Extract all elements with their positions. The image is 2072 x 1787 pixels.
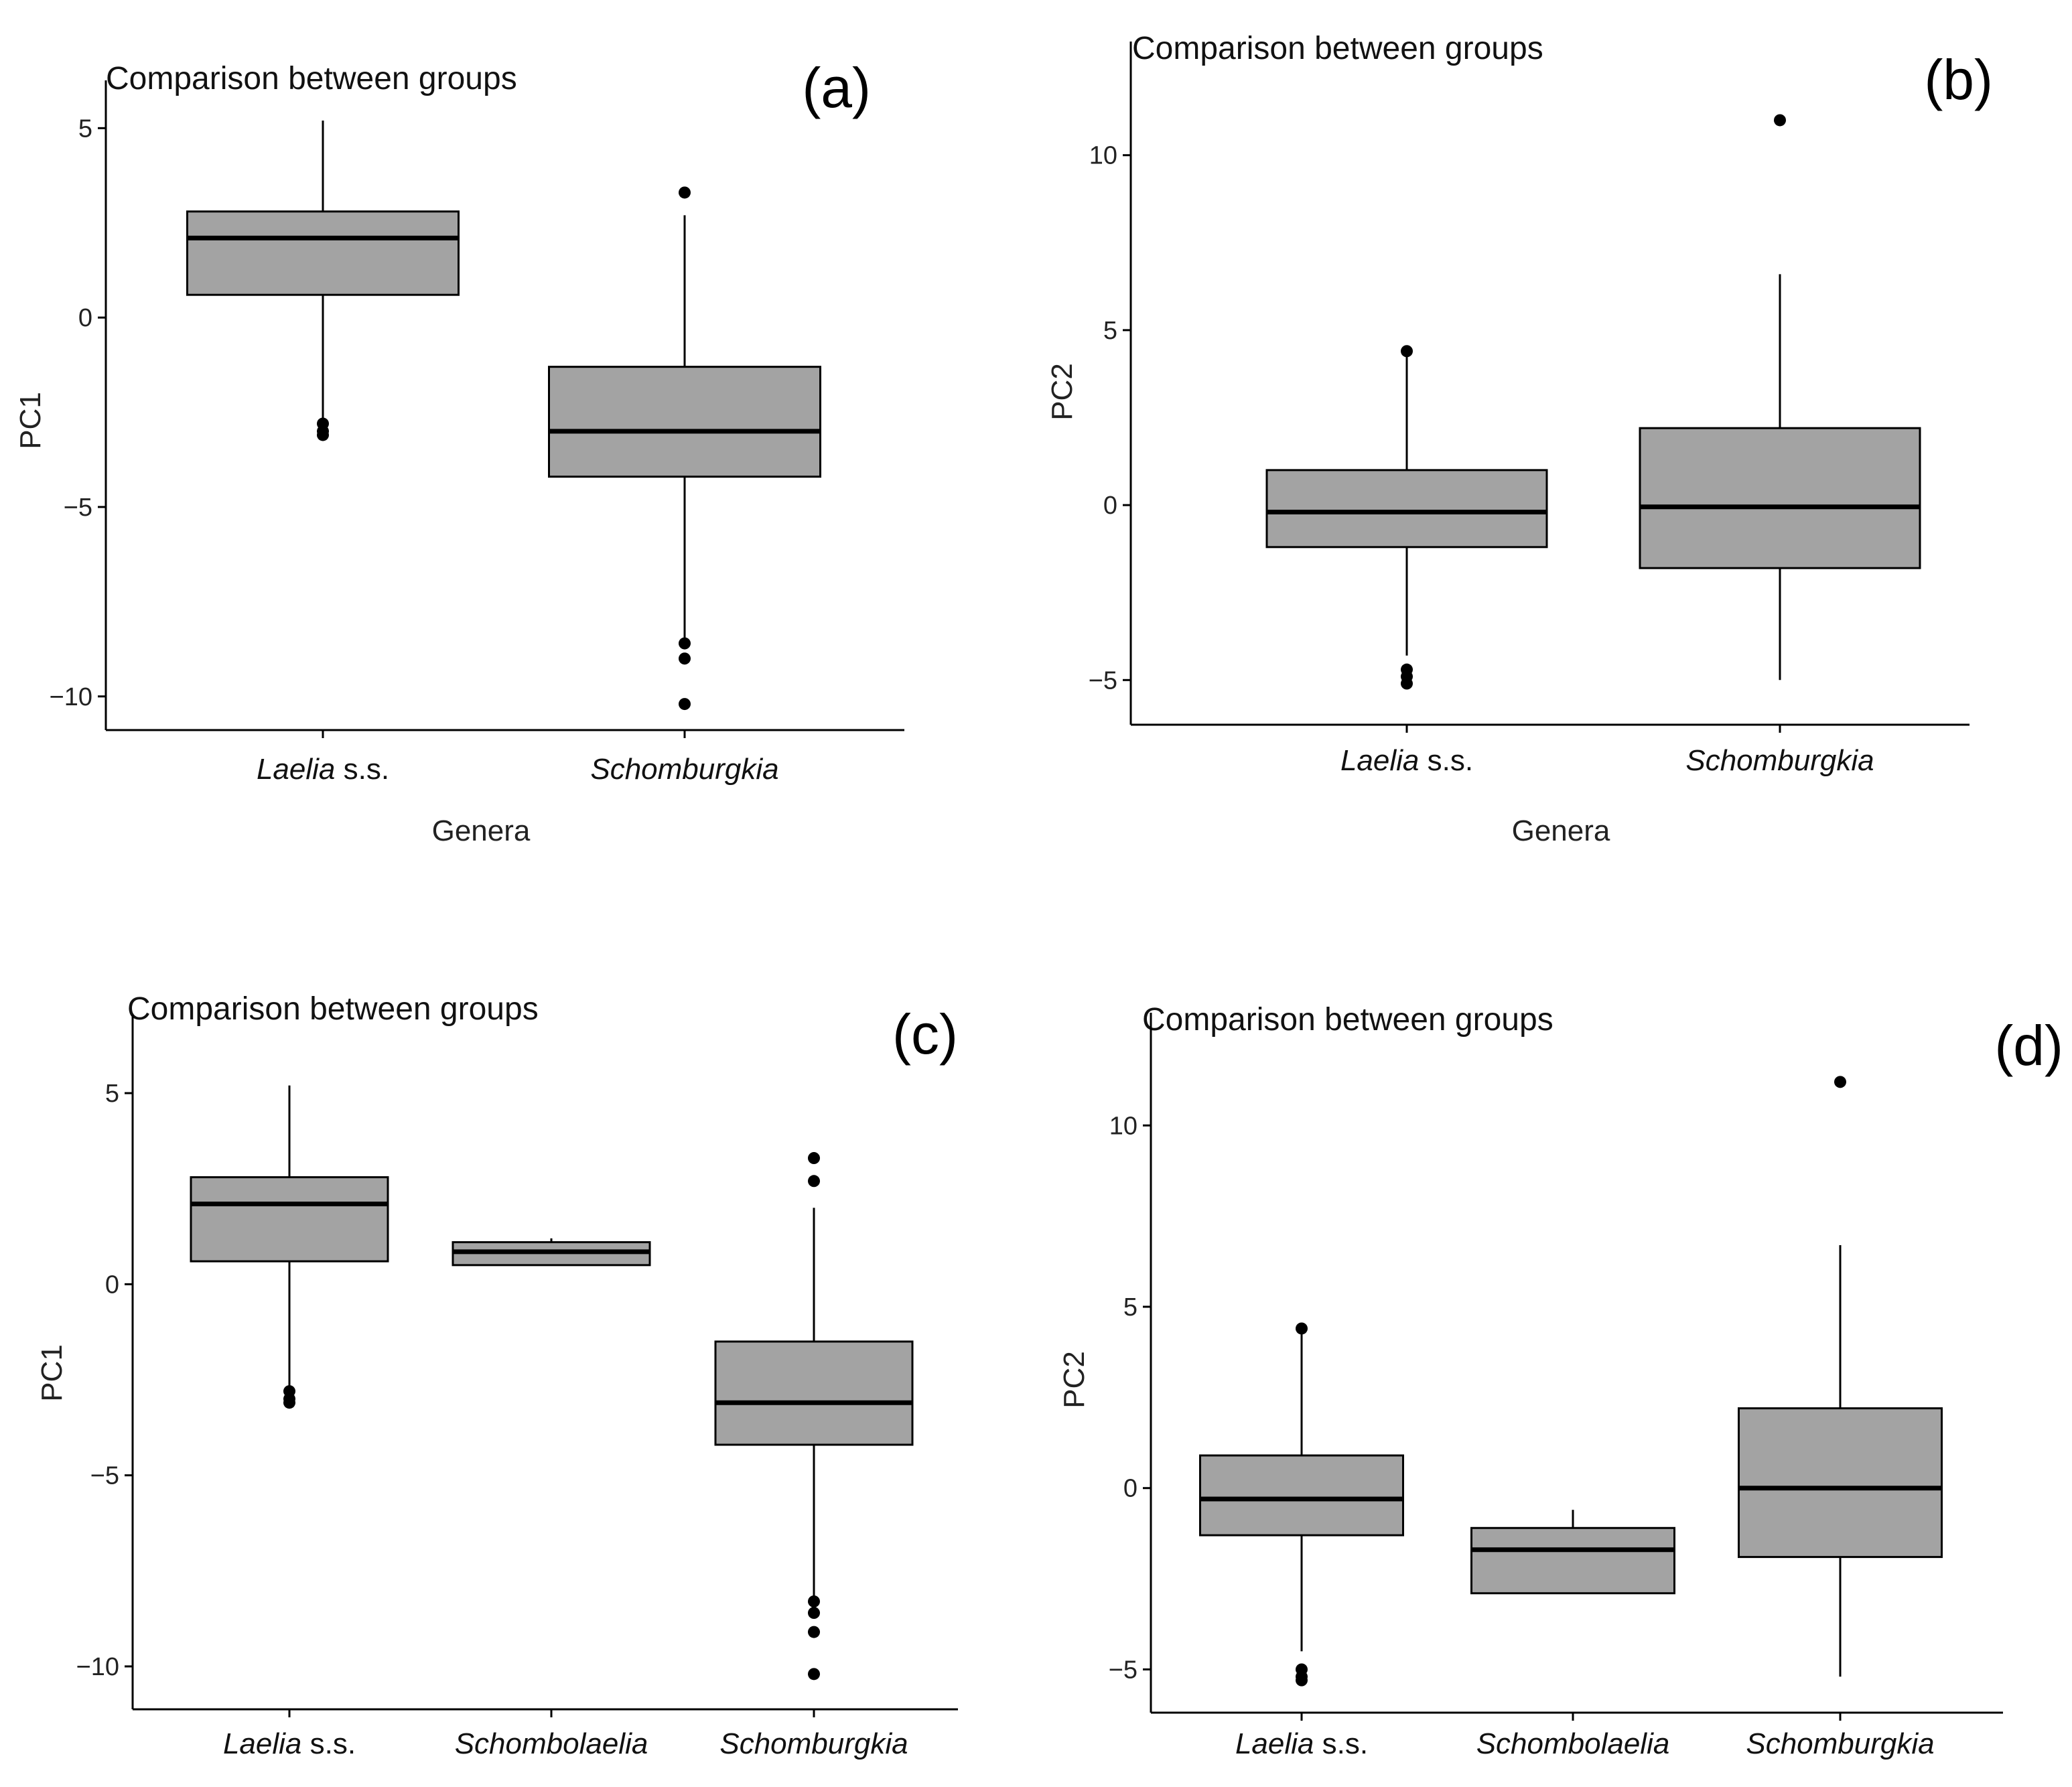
outlier-point	[679, 652, 691, 665]
x-tick-label: Laelia s.s.	[1235, 1727, 1368, 1760]
outlier-point	[283, 1397, 295, 1409]
outlier-point	[317, 429, 329, 441]
panel-label: (a)	[802, 56, 871, 119]
iqr-box	[1639, 427, 1921, 569]
chart-title: Comparison between groups	[1142, 1002, 1553, 1038]
y-tick-label: −10	[50, 683, 92, 711]
x-tick-label-suffix: s.s.	[1419, 744, 1473, 777]
iqr-box	[190, 1176, 389, 1263]
outlier-point	[1834, 1076, 1846, 1088]
box-laelia-s-s	[1199, 1322, 1404, 1687]
y-axis-label: PC1	[36, 1344, 68, 1402]
y-tick-label: −5	[90, 1462, 119, 1490]
outlier-point	[808, 1595, 820, 1607]
iqr-box	[548, 366, 821, 478]
y-axis-label: PC2	[1046, 363, 1079, 421]
outlier-point	[679, 637, 691, 650]
x-tick-label: Schomburgkia	[1685, 744, 1874, 777]
x-tick-label: Schomburgkia	[590, 753, 778, 786]
x-tick-label: Laelia s.s.	[1340, 744, 1473, 777]
box-laelia-s-s	[190, 1085, 389, 1409]
x-tick-label-italic: Laelia	[223, 1727, 301, 1760]
y-tick-label: 0	[1103, 492, 1117, 520]
y-tick-label: 10	[1089, 142, 1117, 170]
iqr-box	[1738, 1407, 1943, 1559]
iqr-box	[714, 1340, 914, 1446]
iqr-box	[1265, 469, 1548, 549]
x-tick-label-italic: Laelia	[257, 753, 335, 786]
outlier-point	[1401, 677, 1413, 690]
x-tick-label-suffix: s.s.	[1314, 1727, 1368, 1760]
x-tick-label: Schomburgkia	[719, 1727, 908, 1760]
y-tick-label: −5	[64, 494, 92, 522]
box-schomburgkia	[548, 186, 821, 711]
outlier-point	[679, 698, 691, 711]
chart-title: Comparison between groups	[127, 991, 539, 1027]
box-schomburgkia	[1639, 114, 1921, 681]
y-tick-label: 5	[1103, 317, 1117, 345]
iqr-box	[186, 210, 460, 296]
y-tick-label: −5	[1109, 1656, 1137, 1684]
x-axis-label: Genera	[432, 814, 531, 847]
x-tick-label: Schombolaelia	[1476, 1727, 1670, 1760]
panel-label: (d)	[1994, 1014, 2063, 1077]
y-tick-label: 5	[78, 115, 92, 143]
y-tick-label: 10	[1109, 1112, 1137, 1140]
x-tick-label-suffix: s.s.	[335, 753, 389, 786]
panel-label: (c)	[892, 1003, 958, 1066]
x-tick-label-italic: Schomburgkia	[1746, 1727, 1934, 1760]
x-tick-label: Laelia s.s.	[257, 753, 389, 786]
outlier-point	[1401, 345, 1413, 358]
box-laelia-s-s	[1265, 345, 1548, 690]
box-schombolaelia	[452, 1238, 651, 1267]
panel-c: Comparison between groups (c) 5 0 −5 −10 PC1 La…	[36, 991, 958, 1760]
outlier-point	[1296, 1322, 1308, 1335]
iqr-box	[1199, 1454, 1404, 1536]
x-tick-label: Schombolaelia	[455, 1727, 648, 1760]
x-tick-label-italic: Schomburgkia	[1685, 744, 1874, 777]
x-axis-label: Genera	[1512, 814, 1610, 847]
y-tick-label: 0	[78, 304, 92, 332]
outlier-point	[808, 1175, 820, 1188]
chart-title: Comparison between groups	[106, 61, 517, 96]
y-axis-label: PC2	[1058, 1351, 1091, 1409]
panel-d: Comparison between groups (d) 10 5 0 −5 PC2 Lae…	[1058, 1002, 2063, 1760]
iqr-box	[1470, 1526, 1675, 1595]
y-tick-label: −5	[1089, 666, 1117, 695]
outlier-point	[1296, 1674, 1308, 1687]
outlier-point	[1774, 114, 1786, 127]
y-axis-label: PC1	[14, 392, 47, 449]
x-tick-label-italic: Schomburgkia	[719, 1727, 908, 1760]
chart-title: Comparison between groups	[1132, 31, 1543, 66]
box-schomburgkia	[714, 1152, 914, 1681]
x-tick-label-italic: Schombolaelia	[455, 1727, 648, 1760]
outlier-point	[808, 1668, 820, 1681]
x-tick-label-italic: Laelia	[1340, 744, 1419, 777]
x-tick-label-italic: Laelia	[1235, 1727, 1314, 1760]
y-tick-label: 0	[1123, 1475, 1137, 1503]
y-tick-label: 0	[105, 1271, 119, 1299]
box-laelia-s-s	[186, 121, 460, 441]
y-tick-label: 5	[1123, 1293, 1137, 1321]
outlier-point	[808, 1626, 820, 1638]
panel-label: (b)	[1924, 48, 1993, 111]
panel-b: Comparison between groups (b) 10 5 0 −5 PC2 Gen…	[1046, 31, 1993, 847]
x-tick-label-suffix: s.s.	[301, 1727, 356, 1760]
x-tick-label-italic: Schombolaelia	[1476, 1727, 1670, 1760]
outlier-point	[679, 186, 691, 199]
box-schombolaelia	[1470, 1510, 1675, 1595]
outlier-point	[808, 1152, 820, 1165]
x-tick-label: Laelia s.s.	[223, 1727, 356, 1760]
x-tick-label: Schomburgkia	[1746, 1727, 1934, 1760]
panel-a: Comparison between groups (a) 5 0 −5 −10 PC1 Ge…	[14, 56, 904, 847]
outlier-point	[808, 1607, 820, 1620]
y-tick-label: −10	[76, 1653, 119, 1681]
box-schomburgkia	[1738, 1076, 1943, 1677]
x-tick-label-italic: Schomburgkia	[590, 753, 778, 786]
y-tick-label: 5	[105, 1080, 119, 1108]
